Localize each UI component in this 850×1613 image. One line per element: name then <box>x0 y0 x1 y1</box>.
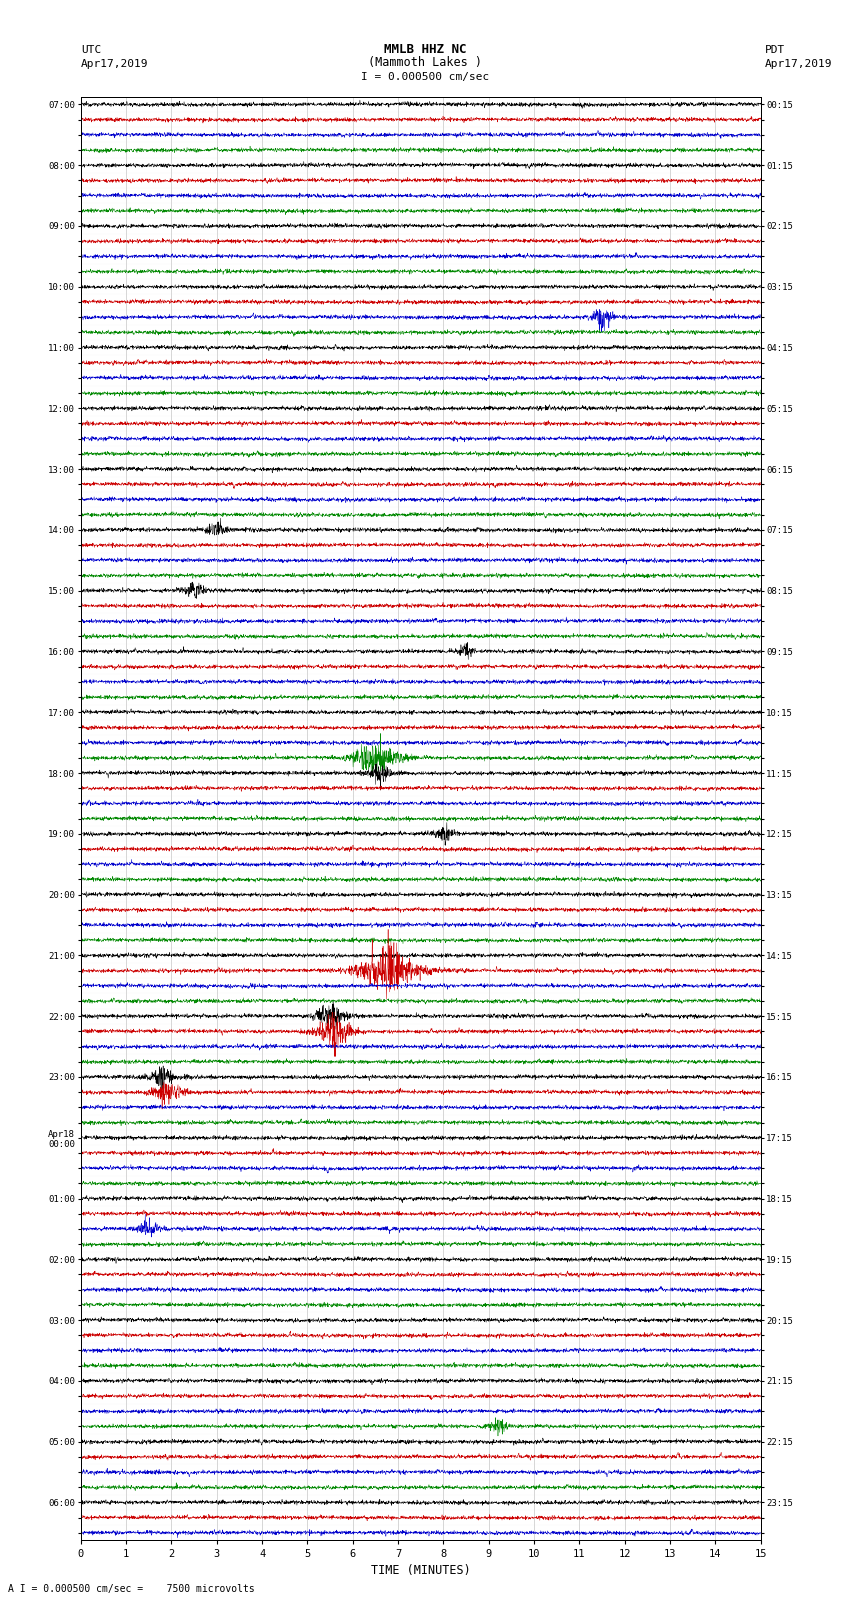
Text: PDT: PDT <box>765 45 785 55</box>
Text: MMLB HHZ NC: MMLB HHZ NC <box>383 44 467 56</box>
X-axis label: TIME (MINUTES): TIME (MINUTES) <box>371 1563 471 1576</box>
Text: (Mammoth Lakes ): (Mammoth Lakes ) <box>368 56 482 69</box>
Text: UTC: UTC <box>81 45 101 55</box>
Text: Apr17,2019: Apr17,2019 <box>765 60 832 69</box>
Text: A I = 0.000500 cm/sec =    7500 microvolts: A I = 0.000500 cm/sec = 7500 microvolts <box>8 1584 255 1594</box>
Text: I = 0.000500 cm/sec: I = 0.000500 cm/sec <box>361 73 489 82</box>
Text: Apr17,2019: Apr17,2019 <box>81 60 148 69</box>
